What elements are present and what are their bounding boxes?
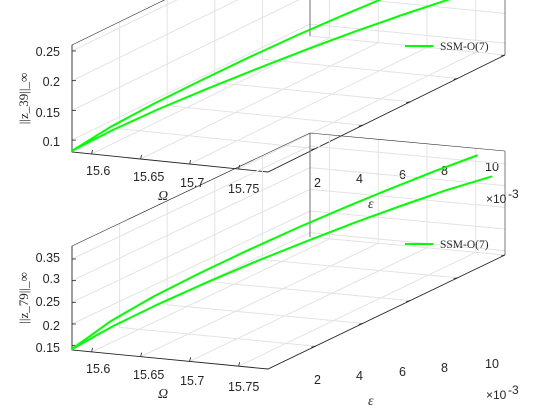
box-top-back-edge <box>71 0 166 46</box>
x-tick-label: 15.6 <box>86 164 110 178</box>
y-tick-label: 2 <box>314 373 321 387</box>
x-tick-mark <box>189 357 191 362</box>
series-branch-line <box>71 0 452 152</box>
bottom-3d-plot: 15.6 15.65 15.7 15.75 2 4 6 8 10 0.15 0.2 0.25 0.3 0.… <box>16 132 519 409</box>
z-tick-label: 0.2 <box>43 75 60 89</box>
z-gridline <box>71 0 178 52</box>
series-branch-line <box>71 175 493 351</box>
z-tick-label: 0.1 <box>43 135 60 149</box>
y-tick-label: 6 <box>399 365 406 379</box>
z-tick-label: 0.25 <box>36 295 60 309</box>
x-tick-label: 15.75 <box>228 380 259 394</box>
y-tick-mark <box>500 254 506 257</box>
x-tick-label: 15.7 <box>180 176 204 190</box>
y-axis-exponent: ×10 <box>486 388 507 402</box>
z-tick-label: 0.15 <box>36 341 60 355</box>
x-tick-label: 15.65 <box>133 368 164 382</box>
y-axis-label: ε <box>368 394 374 409</box>
plot-floor <box>72 36 505 172</box>
y-axis-exponent-power: -3 <box>508 383 519 397</box>
z-tick-label: 0.3 <box>43 272 60 286</box>
x-tick-label: 15.6 <box>86 362 110 376</box>
y-tick-label: 2 <box>314 176 321 190</box>
x-tick-mark <box>189 159 191 165</box>
x-tick-mark <box>140 352 142 357</box>
y-tick-mark <box>311 148 316 150</box>
plot-floor <box>72 237 505 369</box>
box-axis-edges <box>71 246 506 370</box>
y-tick-label: 6 <box>399 168 406 182</box>
x-tick-mark <box>91 347 93 352</box>
box-axis-edges <box>71 45 506 173</box>
z-axis-label: ||z_39||_∞ <box>16 73 31 124</box>
series-branch-line <box>71 154 478 351</box>
y-axis-exponent: ×10 <box>486 192 507 206</box>
x-tick-mark <box>238 362 240 367</box>
x-axis-label: Ω <box>158 387 168 402</box>
x-tick-label: 15.65 <box>133 170 164 184</box>
z-tick-label: 0.2 <box>43 319 60 333</box>
y-tick-mark <box>406 300 411 302</box>
x-tick-label: 15.7 <box>180 374 204 388</box>
y-tick-mark <box>453 277 458 280</box>
z-tick-label: 0.35 <box>36 251 60 265</box>
y-tick-label: 8 <box>441 361 448 375</box>
y-tick-mark <box>358 323 363 325</box>
y-gridline <box>261 0 458 79</box>
y-tick-mark <box>500 54 506 57</box>
y-tick-label: 10 <box>485 357 499 371</box>
y-tick-label: 4 <box>356 172 363 186</box>
legend-label: SSM-O(7) <box>440 239 489 251</box>
y-tick-label: 8 <box>441 164 448 178</box>
z-tick-label: 0.15 <box>36 106 60 120</box>
y-tick-mark <box>311 345 316 348</box>
z-tick-label: 0.25 <box>36 45 60 59</box>
legend-label: SSM-O(7) <box>440 41 489 53</box>
x-tick-mark <box>238 164 240 170</box>
y-axis-exponent-power: -3 <box>508 187 519 201</box>
z-gridline <box>71 0 506 111</box>
z-gridline <box>71 0 239 82</box>
z-axis-label: ||z_79||_∞ <box>16 272 31 323</box>
x-tick-mark <box>140 154 142 160</box>
y-tick-label: 4 <box>356 369 363 383</box>
x-axis-label: Ω <box>158 189 168 204</box>
top-3d-plot: 15.6 15.65 15.7 15.75 2 4 6 8 100.10.150.20.25Ωε… <box>16 0 519 212</box>
x-tick-label: 15.75 <box>228 182 259 196</box>
y-axis-label: ε <box>368 197 374 212</box>
series-branch-line <box>71 0 383 152</box>
y-tick-mark <box>358 124 363 127</box>
x-tick-mark <box>91 149 93 155</box>
y-tick-mark <box>406 101 411 104</box>
y-tick-mark <box>453 78 458 80</box>
